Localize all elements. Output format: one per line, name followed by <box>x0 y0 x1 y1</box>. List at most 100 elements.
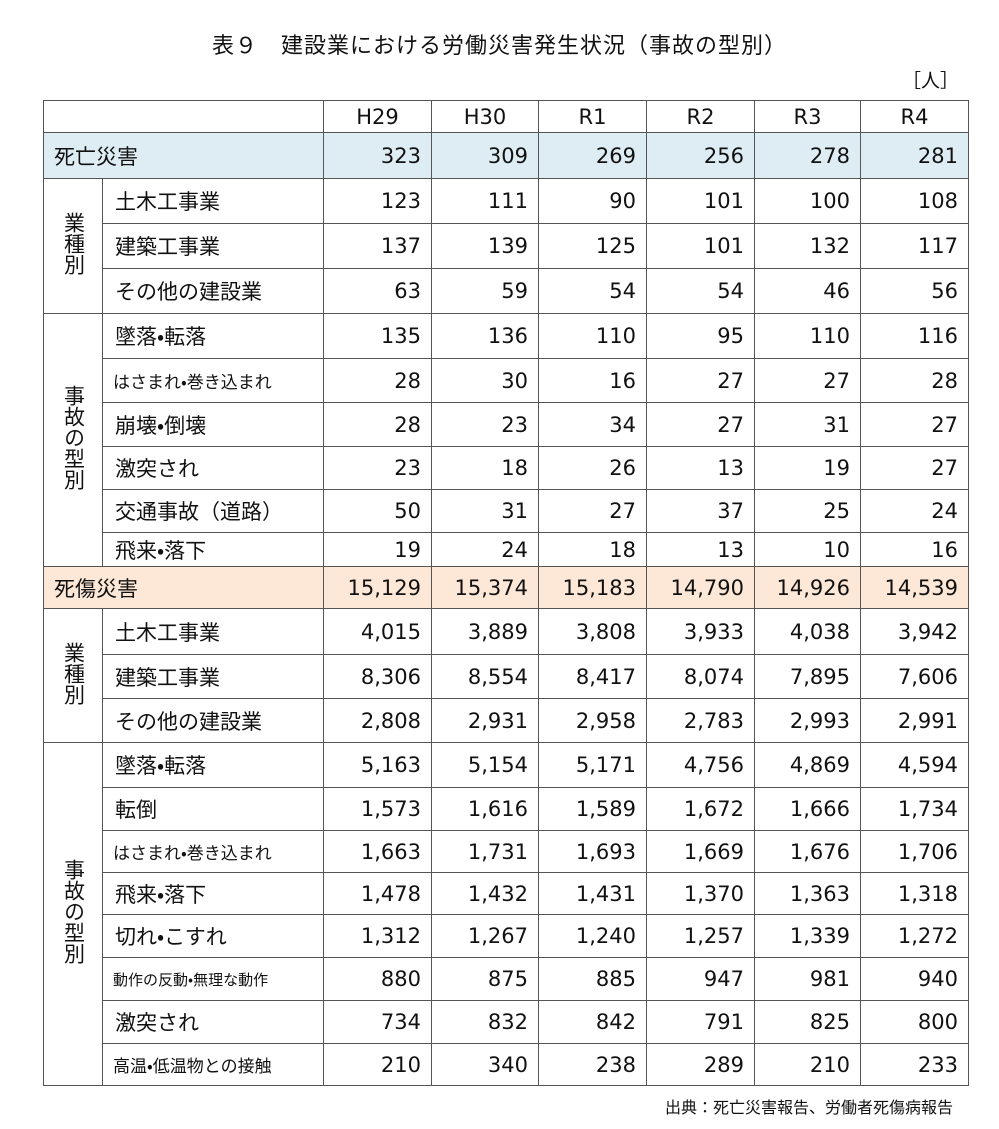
column-header: R2 <box>646 100 755 133</box>
data-row: 飛来・落下 1,478 1,432 1,431 1,370 1,363 1,318 <box>44 872 969 915</box>
value-cell: 1,318 <box>860 872 969 915</box>
row-label: 切れ・こすれ <box>102 914 324 958</box>
value-cell: 791 <box>646 1000 755 1044</box>
value-cell: 1,676 <box>754 830 861 873</box>
data-row: 転倒 1,573 1,616 1,589 1,672 1,666 1,734 <box>44 787 969 831</box>
value-cell: 825 <box>754 1000 861 1044</box>
data-table: H29 H30 R1 R2 R3 R4 死亡災害 323 309 269 256 278 281 業種別土… <box>43 100 969 1086</box>
value-cell: 2,991 <box>860 698 969 743</box>
row-label: その他の建設業 <box>102 268 324 314</box>
value-cell: 117 <box>860 223 969 269</box>
value-cell: 340 <box>431 1043 539 1086</box>
value-cell: 940 <box>860 957 969 1001</box>
value-cell: 27 <box>860 446 969 490</box>
row-label: はさまれ・巻き込まれ <box>102 830 324 873</box>
value-cell: 1,734 <box>860 787 969 831</box>
data-row: 激突され 23 18 26 13 19 27 <box>44 446 969 490</box>
value-cell: 123 <box>323 178 432 224</box>
value-cell: 125 <box>538 223 647 269</box>
value-cell: 5,163 <box>323 742 432 788</box>
value-cell: 108 <box>860 178 969 224</box>
value-cell: 1,616 <box>431 787 539 831</box>
row-label: 高温・低温物との接触 <box>102 1043 324 1086</box>
section-total-row: 死傷災害 15,129 15,374 15,183 14,790 14,926 14,539 <box>43 566 969 609</box>
value-cell: 1,573 <box>323 787 432 831</box>
row-label: 崩壊・倒壊 <box>102 402 324 447</box>
value-cell: 8,417 <box>538 654 647 699</box>
header-row: H29 H30 R1 R2 R3 R4 <box>43 100 969 133</box>
value-cell: 5,154 <box>431 742 539 788</box>
value-cell: 18 <box>431 446 539 490</box>
value-cell: 27 <box>646 402 755 447</box>
data-row: 事故の型別 墜落・転落 135 136 110 95 110 116 <box>43 313 969 567</box>
group-label-cell: 業種別 <box>43 608 103 743</box>
row-label: 転倒 <box>102 787 324 831</box>
value-cell: 2,931 <box>431 698 539 743</box>
value-cell: 101 <box>646 178 755 224</box>
section-label: 死亡災害 <box>43 132 324 179</box>
value-cell: 3,933 <box>646 608 755 655</box>
value-cell: 116 <box>860 313 969 359</box>
value-cell: 110 <box>538 313 647 359</box>
value-cell: 1,312 <box>323 914 432 958</box>
value-cell: 800 <box>860 1000 969 1044</box>
value-cell: 30 <box>431 358 539 403</box>
value-cell: 2,783 <box>646 698 755 743</box>
data-row: 業種別 土木工事業 4,015 3,889 3,808 3,933 4,038 3,942 <box>43 608 969 743</box>
header-blank <box>43 100 324 133</box>
title: 表９ 建設業における労働災害発生状況（事故の型別） <box>211 34 787 59</box>
value-cell: 19 <box>323 532 432 567</box>
value-cell: 3,942 <box>860 608 969 655</box>
value-cell: 832 <box>431 1000 539 1044</box>
value-cell: 23 <box>431 402 539 447</box>
row-label: 飛来・落下 <box>102 872 324 915</box>
value-cell: 4,869 <box>754 742 861 788</box>
value-cell: 28 <box>860 358 969 403</box>
row-label: 激突され <box>102 1000 324 1044</box>
data-row: はさまれ・巻き込まれ 1,663 1,731 1,693 1,669 1,676 1,706 <box>44 830 969 873</box>
column-header: H30 <box>431 100 539 133</box>
value-cell: 2,993 <box>754 698 861 743</box>
value-cell: 15,374 <box>431 566 539 609</box>
row-label: 激突され <box>102 446 324 490</box>
group-label: 業種別 <box>61 212 86 275</box>
group-label: 事故の型別 <box>61 385 86 490</box>
row-label: 動作の反動・無理な動作 <box>102 957 324 1001</box>
value-cell: 26 <box>538 446 647 490</box>
value-cell: 269 <box>538 132 647 179</box>
value-cell: 947 <box>646 957 755 1001</box>
value-cell: 8,074 <box>646 654 755 699</box>
value-cell: 210 <box>323 1043 432 1086</box>
value-cell: 63 <box>323 268 432 314</box>
value-cell: 885 <box>538 957 647 1001</box>
value-cell: 1,672 <box>646 787 755 831</box>
value-cell: 4,594 <box>860 742 969 788</box>
value-cell: 14,926 <box>754 566 861 609</box>
value-cell: 15,129 <box>323 566 432 609</box>
row-label: 土木工事業 <box>102 608 324 655</box>
data-row: 動作の反動・無理な動作 880 875 885 947 981 940 <box>44 957 969 1001</box>
value-cell: 28 <box>323 358 432 403</box>
data-row: 激突され 734 832 842 791 825 800 <box>44 1000 969 1044</box>
value-cell: 5,171 <box>538 742 647 788</box>
value-cell: 34 <box>538 402 647 447</box>
value-cell: 233 <box>860 1043 969 1086</box>
value-cell: 1,370 <box>646 872 755 915</box>
value-cell: 1,363 <box>754 872 861 915</box>
value-cell: 95 <box>646 313 755 359</box>
value-cell: 27 <box>646 358 755 403</box>
value-cell: 139 <box>431 223 539 269</box>
value-cell: 14,790 <box>646 566 755 609</box>
group-label: 事故の型別 <box>61 859 86 964</box>
column-header: H29 <box>323 100 432 133</box>
value-cell: 1,267 <box>431 914 539 958</box>
column-header: R3 <box>754 100 861 133</box>
value-cell: 27 <box>754 358 861 403</box>
row-label: 飛来・落下 <box>102 532 324 567</box>
value-cell: 1,663 <box>323 830 432 873</box>
value-cell: 4,038 <box>754 608 861 655</box>
data-row: 建築工事業 137 139 125 101 132 117 <box>44 223 969 269</box>
data-row: 崩壊・倒壊 28 23 34 27 31 27 <box>44 402 969 447</box>
value-cell: 111 <box>431 178 539 224</box>
value-cell: 7,606 <box>860 654 969 699</box>
